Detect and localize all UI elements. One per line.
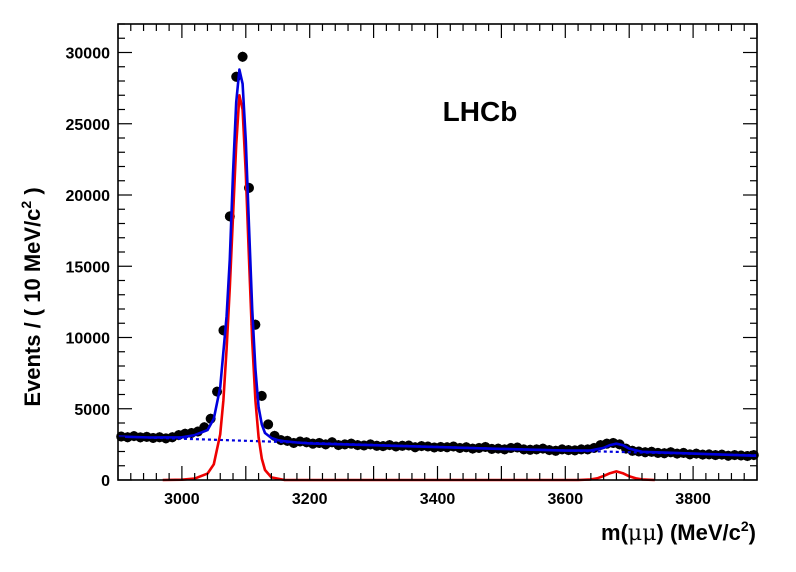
- x-tick-label: 3200: [292, 491, 328, 508]
- data-point: [237, 51, 248, 62]
- y-tick-label: 20000: [66, 188, 111, 205]
- y-tick-label: 0: [101, 473, 110, 490]
- x-tick-label: 3000: [164, 491, 200, 508]
- lhcb-label: LHCb: [443, 96, 518, 127]
- y-axis-title: Events / ( 10 MeV/c2 ): [18, 187, 45, 406]
- y-tick-label: 30000: [66, 46, 111, 63]
- series-line-total-fit: [117, 68, 758, 458]
- x-tick-label: 3600: [548, 491, 584, 508]
- y-axis-title-prefix: Events / ( 10 MeV/c: [20, 209, 45, 407]
- x-tick-label: 3800: [675, 491, 711, 508]
- data-point: [263, 419, 274, 430]
- axis-ticks: 3000 3200 3400 3600 3800 0 5000 10000 15000 20000…: [66, 23, 758, 508]
- x-axis-title-superscript: 2: [741, 518, 749, 534]
- x-axis-title-units: ) (MeV/c: [657, 520, 741, 545]
- data-point: [256, 390, 267, 401]
- series-line-signal: [162, 94, 655, 482]
- y-tick-label: 10000: [66, 331, 111, 348]
- x-axis-title: m(μμ) (MeV/c2): [601, 518, 756, 546]
- plot-area: [116, 51, 759, 482]
- x-axis-title-greek: μμ: [628, 521, 657, 546]
- x-axis-title-suffix: ): [749, 520, 756, 545]
- y-tick-label: 25000: [66, 117, 111, 134]
- x-tick-label: 3400: [420, 491, 456, 508]
- y-axis-title-superscript: 2: [18, 201, 34, 209]
- y-tick-label: 15000: [66, 259, 111, 276]
- x-axis-title-prefix: m(: [601, 520, 629, 545]
- y-tick-label: 5000: [74, 402, 110, 419]
- y-axis-title-suffix: ): [20, 187, 45, 200]
